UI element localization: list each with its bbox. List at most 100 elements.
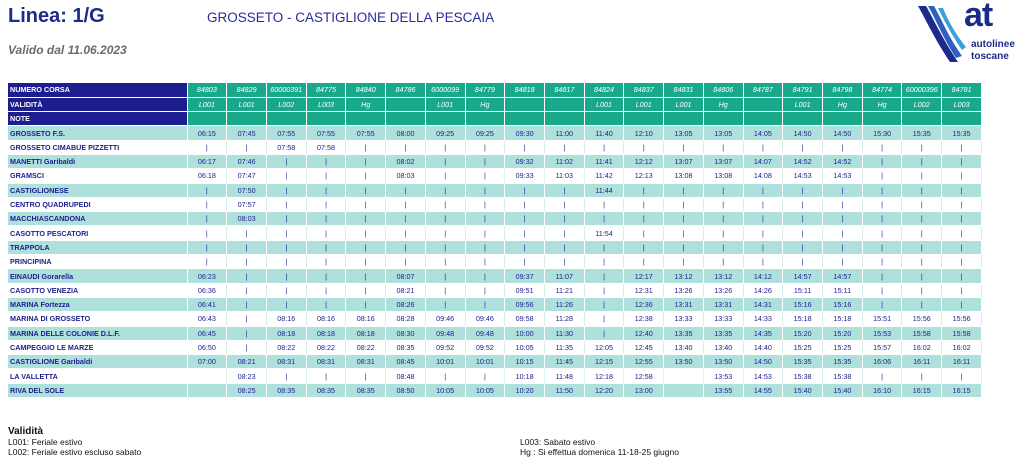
run-number-cell: 84818 xyxy=(504,83,545,98)
stop-row: TRAPPOLA | | | | | | | | | | | | | | | | | | | | xyxy=(8,240,982,256)
time-cell: 08:48 xyxy=(385,368,426,384)
validity-cell: Hg xyxy=(465,97,506,113)
time-cell: | xyxy=(941,368,982,384)
time-cell: 08:18 xyxy=(266,326,307,341)
time-cell: 11:41 xyxy=(584,154,625,170)
time-cell: | xyxy=(941,283,982,298)
time-cell: | xyxy=(504,225,545,241)
time-cell: 10:05 xyxy=(465,383,506,399)
time-cell: | xyxy=(663,240,704,256)
time-cell: 06:36 xyxy=(187,283,228,298)
time-cell: 09:56 xyxy=(504,297,545,313)
time-cell: 10:00 xyxy=(504,326,545,341)
time-cell: 10:20 xyxy=(504,383,545,399)
validity-cell xyxy=(544,97,585,113)
stop-row: CENTRO QUADRUPEDI | 07:57 | | | | | | | | | | | | | | | | |… xyxy=(8,197,982,213)
time-cell: | xyxy=(584,197,625,213)
time-cell: 10:18 xyxy=(504,368,545,384)
time-cell: | xyxy=(862,368,903,384)
time-cell: | xyxy=(266,197,307,213)
time-cell: 15:58 xyxy=(941,326,982,341)
time-cell: | xyxy=(465,168,506,184)
time-cell: 15:20 xyxy=(822,326,863,341)
time-cell: 06:23 xyxy=(187,268,228,284)
time-cell: 13:31 xyxy=(663,297,704,313)
time-cell: 11:35 xyxy=(544,340,585,356)
time-cell: 12:20 xyxy=(584,383,625,399)
time-cell: | xyxy=(425,140,466,155)
time-cell: 12:36 xyxy=(623,297,665,313)
stop-row: CASOTTO VENEZIA 06:36 | | | | 08:21 | | 09:51 11:2… xyxy=(8,283,982,298)
validity-cell: Hg xyxy=(862,97,903,113)
time-cell: 07:45 xyxy=(226,125,267,141)
time-cell: | xyxy=(901,211,943,227)
time-cell: | xyxy=(782,140,823,155)
legend-item-l001: L001: Feriale estivo xyxy=(8,437,83,447)
time-cell: 14:50 xyxy=(822,125,863,141)
time-cell: | xyxy=(226,297,267,313)
time-cell: 07:00 xyxy=(187,354,228,370)
time-cell: 12:15 xyxy=(584,354,625,370)
time-cell: 14:33 xyxy=(743,311,784,327)
time-cell: | xyxy=(187,140,228,155)
time-cell: 11:50 xyxy=(544,383,585,399)
time-cell: 12:40 xyxy=(623,326,665,341)
notes-row: NOTE xyxy=(8,111,982,127)
stop-name: CASOTTO VENEZIA xyxy=(8,283,188,298)
time-cell: | xyxy=(425,225,466,241)
notes-cell xyxy=(226,111,267,127)
stop-name: TRAPPOLA xyxy=(8,240,188,256)
time-cell: | xyxy=(345,254,387,270)
time-cell: 14:52 xyxy=(822,154,863,170)
time-cell: 15:38 xyxy=(782,368,823,384)
stop-row: MANETTI Garibaldi 06:17 07:46 | | | 08:02 | | 09:… xyxy=(8,154,982,170)
time-cell: 14:31 xyxy=(743,297,784,313)
time-cell: 10:05 xyxy=(504,340,545,356)
time-cell: 08:22 xyxy=(266,340,307,356)
time-cell: 12:12 xyxy=(623,154,665,170)
timetable: NUMERO CORSA 84803 84829 60000391 84775 84840… xyxy=(8,83,982,399)
validity-cell: L002 xyxy=(266,97,307,113)
time-cell: 15:35 xyxy=(941,125,982,141)
time-cell: 15:56 xyxy=(901,311,943,327)
time-cell: | xyxy=(544,254,585,270)
time-cell: | xyxy=(584,283,625,298)
time-cell: | xyxy=(226,283,267,298)
time-cell: 16:02 xyxy=(901,340,943,356)
time-cell: | xyxy=(504,240,545,256)
time-cell: 08:31 xyxy=(306,354,347,370)
time-cell: 09:32 xyxy=(504,154,545,170)
time-cell: | xyxy=(743,140,784,155)
time-cell: 15:25 xyxy=(822,340,863,356)
stop-row: GROSSETO CIMABUE PIZZETTI | | 07:58 07:58 | | |… xyxy=(8,140,982,155)
stop-name: MANETTI Garibaldi xyxy=(8,154,188,170)
time-cell: 11:26 xyxy=(544,297,585,313)
run-number-cell: 60000391 xyxy=(266,83,307,98)
time-cell: | xyxy=(465,254,506,270)
time-cell: | xyxy=(345,140,387,155)
notes-cell xyxy=(544,111,585,127)
time-cell: | xyxy=(187,225,228,241)
time-cell: | xyxy=(901,268,943,284)
time-cell: 13:07 xyxy=(703,154,744,170)
notes-label: NOTE xyxy=(8,111,188,127)
time-cell: | xyxy=(425,283,466,298)
time-cell: | xyxy=(226,268,267,284)
time-cell: | xyxy=(345,225,387,241)
notes-cell xyxy=(623,111,665,127)
time-cell: | xyxy=(941,197,982,213)
time-cell: 08:22 xyxy=(306,340,347,356)
route-name: GROSSETO - CASTIGLIONE DELLA PESCAIA xyxy=(207,10,495,25)
time-cell: | xyxy=(584,240,625,256)
time-cell: | xyxy=(306,197,347,213)
stop-row: PRINCIPINA | | | | | | | | | | | | | | | | | | | | xyxy=(8,254,982,270)
notes-cell xyxy=(703,111,744,127)
time-cell: | xyxy=(544,211,585,227)
time-cell: 07:58 xyxy=(306,140,347,155)
run-number-cell: 84791 xyxy=(782,83,823,98)
time-cell: 08:31 xyxy=(266,354,307,370)
time-cell: 14:05 xyxy=(743,125,784,141)
time-cell: 13:50 xyxy=(663,354,704,370)
time-cell: | xyxy=(306,254,347,270)
time-cell: 09:48 xyxy=(465,326,506,341)
